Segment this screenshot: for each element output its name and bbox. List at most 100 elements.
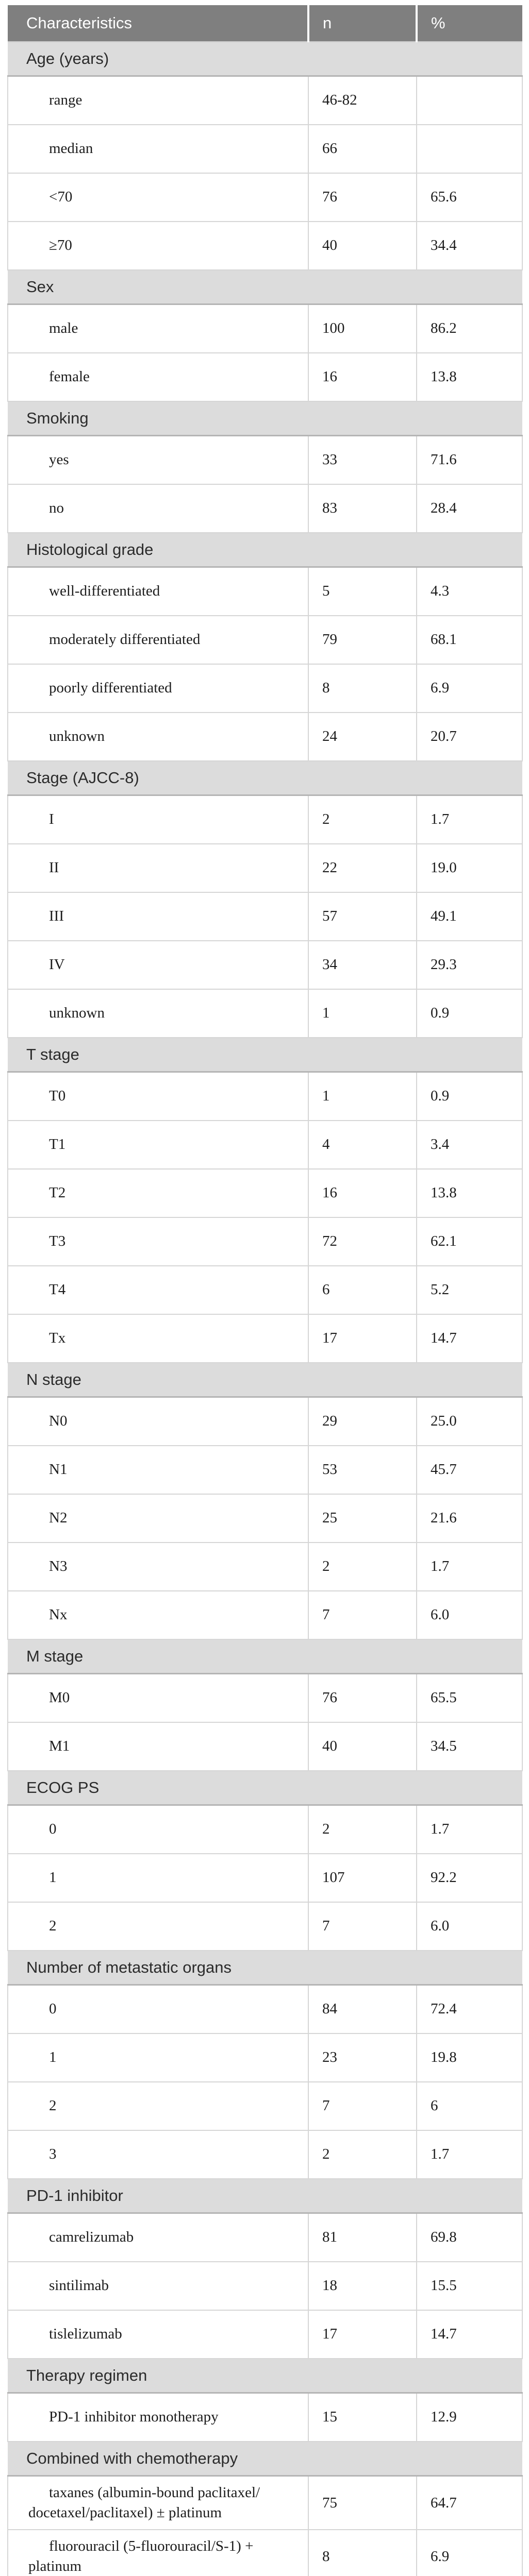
column-header-characteristics: Characteristics	[8, 5, 308, 42]
table-row: T1 4 3.4	[7, 1121, 523, 1170]
table-row: unknown 1 0.9	[7, 989, 523, 1038]
table-body: Age (years) range 46-82 median 66 <70 76 65.6 ≥7…	[7, 41, 523, 2576]
table-row: N2 25 21.6	[7, 1494, 523, 1543]
table-row: sintilimab 18 15.5	[7, 2262, 523, 2311]
n-value-cell: 7	[308, 1902, 417, 1951]
row-label-cell: T4	[7, 1266, 309, 1315]
section-title: Therapy regimen	[8, 2358, 522, 2394]
section-title: Stage (AJCC-8)	[8, 760, 522, 796]
row-label-cell: Nx	[7, 1591, 309, 1640]
n-value-cell: 1	[308, 989, 417, 1038]
table-row: well-differentiated 5 4.3	[7, 567, 523, 616]
row-label-cell: poorly differentiated	[7, 664, 309, 713]
n-value-cell: 66	[308, 125, 417, 174]
percent-value-cell: 71.6	[416, 435, 523, 485]
n-value-cell: 107	[308, 1854, 417, 1903]
percent-value-cell	[416, 125, 523, 174]
table-row: moderately differentiated 79 68.1	[7, 616, 523, 665]
table-row: M0 76 65.5	[7, 1673, 523, 1723]
n-value-cell: 2	[308, 1805, 417, 1854]
n-value-cell: 24	[308, 713, 417, 761]
row-label-cell: male	[7, 304, 309, 353]
percent-value-cell: 6.0	[416, 1902, 523, 1951]
n-value-cell: 22	[308, 844, 417, 893]
n-value-cell: 17	[308, 1314, 417, 1363]
table-row: range 46-82	[7, 76, 523, 125]
table-row: male 100 86.2	[7, 304, 523, 353]
row-label-cell: female	[7, 353, 309, 402]
row-label-cell: N2	[7, 1494, 309, 1543]
table-row: I 2 1.7	[7, 795, 523, 844]
percent-value-cell: 1.7	[416, 795, 523, 844]
table-row: T3 72 62.1	[7, 1217, 523, 1266]
percent-value-cell: 12.9	[416, 2393, 523, 2442]
row-label-cell: N0	[7, 1397, 309, 1446]
percent-value-cell: 1.7	[416, 1805, 523, 1854]
table-row: Tx 17 14.7	[7, 1314, 523, 1363]
table-row: N1 53 45.7	[7, 1446, 523, 1495]
row-label-cell: median	[7, 125, 309, 174]
row-label-cell: sintilimab	[7, 2262, 309, 2311]
section-row: Sex	[8, 269, 522, 305]
percent-value-cell: 6.9	[416, 2530, 523, 2576]
section-row: Smoking	[8, 401, 522, 436]
row-label-cell: 2	[7, 2082, 309, 2131]
n-value-cell: 2	[308, 1543, 417, 1591]
n-value-cell: 18	[308, 2262, 417, 2311]
n-value-cell: 8	[308, 664, 417, 713]
n-value-cell: 4	[308, 1121, 417, 1170]
percent-value-cell: 1.7	[416, 2130, 523, 2179]
section-title: Age (years)	[8, 41, 522, 77]
percent-value-cell: 19.8	[416, 2033, 523, 2082]
table-row: fluorouracil (5-fluorouracil/S-1) + plat…	[7, 2530, 523, 2576]
n-value-cell: 25	[308, 1494, 417, 1543]
section-title: T stage	[8, 1037, 522, 1073]
percent-value-cell: 86.2	[416, 304, 523, 353]
percent-value-cell: 14.7	[416, 2310, 523, 2359]
table-row: yes 33 71.6	[7, 435, 523, 485]
n-value-cell: 33	[308, 435, 417, 485]
row-label-cell: tislelizumab	[7, 2310, 309, 2359]
section-row: ECOG PS	[8, 1770, 522, 1806]
percent-value-cell: 0.9	[416, 1072, 523, 1121]
section-row: M stage	[8, 1639, 522, 1674]
percent-value-cell: 34.4	[416, 222, 523, 270]
percent-value-cell: 49.1	[416, 892, 523, 941]
n-value-cell: 53	[308, 1446, 417, 1495]
row-label-cell: 0	[7, 1805, 309, 1854]
percent-value-cell: 0.9	[416, 989, 523, 1038]
n-value-cell: 29	[308, 1397, 417, 1446]
percent-value-cell: 21.6	[416, 1494, 523, 1543]
percent-value-cell: 6.9	[416, 664, 523, 713]
column-header-n: n	[307, 5, 417, 42]
table-row: no 83 28.4	[7, 484, 523, 533]
row-label-cell: T1	[7, 1121, 309, 1170]
row-label-cell: M1	[7, 1722, 309, 1771]
n-value-cell: 16	[308, 1169, 417, 1218]
row-label-cell: camrelizumab	[7, 2213, 309, 2262]
percent-value-cell: 72.4	[416, 1985, 523, 2034]
row-label-cell: 0	[7, 1985, 309, 2034]
percent-value-cell: 65.5	[416, 1673, 523, 1723]
n-value-cell: 81	[308, 2213, 417, 2262]
percent-value-cell: 13.8	[416, 1169, 523, 1218]
table-row: III 57 49.1	[7, 892, 523, 941]
n-value-cell: 83	[308, 484, 417, 533]
percent-value-cell: 45.7	[416, 1446, 523, 1495]
row-label-cell: 1	[7, 1854, 309, 1903]
row-label-cell: yes	[7, 435, 309, 485]
table-row: poorly differentiated 8 6.9	[7, 664, 523, 713]
table-row: T2 16 13.8	[7, 1169, 523, 1218]
table-row: Nx 7 6.0	[7, 1591, 523, 1640]
percent-value-cell: 6	[416, 2082, 523, 2131]
row-label-cell: T2	[7, 1169, 309, 1218]
percent-value-cell: 6.0	[416, 1591, 523, 1640]
characteristics-table: Characteristics n % Age (years) range 46-8…	[7, 5, 523, 2576]
table-row: 1 107 92.2	[7, 1854, 523, 1903]
table-row: camrelizumab 81 69.8	[7, 2213, 523, 2262]
percent-value-cell: 3.4	[416, 1121, 523, 1170]
n-value-cell: 72	[308, 1217, 417, 1266]
table-row: unknown 24 20.7	[7, 713, 523, 761]
